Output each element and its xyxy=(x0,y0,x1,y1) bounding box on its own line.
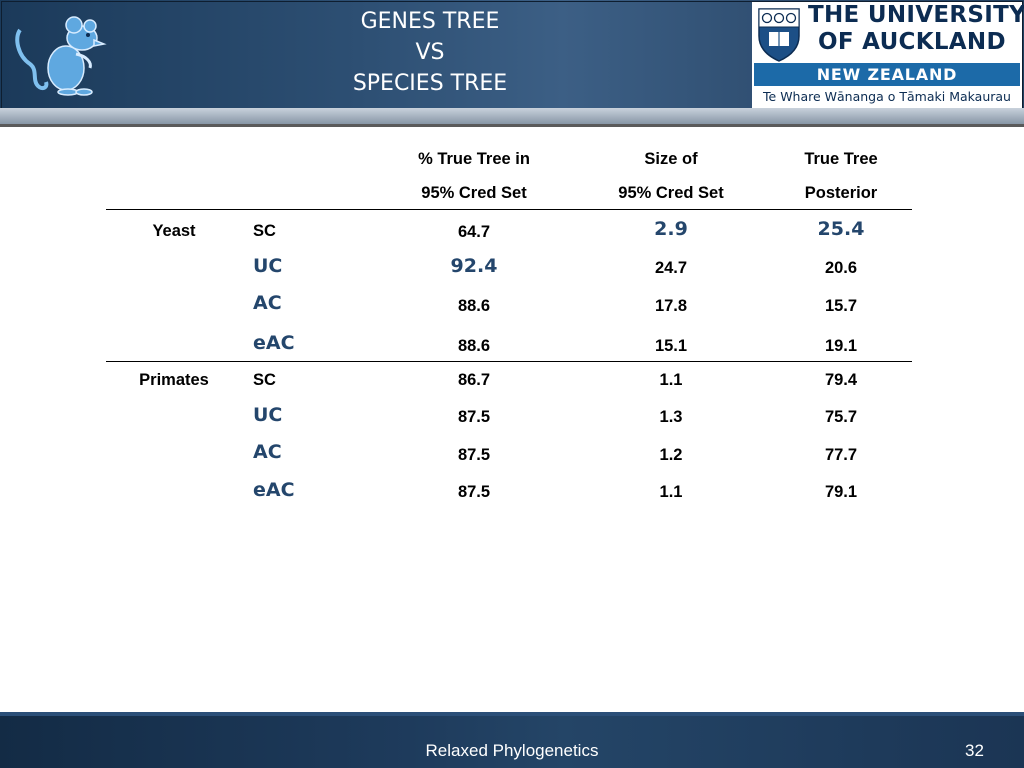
table-cell: 17.8 xyxy=(654,297,688,315)
logo-university-line2: OF AUCKLAND xyxy=(818,29,1006,55)
table-cell: 88.6 xyxy=(457,337,491,355)
table-cell: 15.1 xyxy=(654,337,688,355)
method-label: eAC xyxy=(253,479,295,501)
logo-university-line1: THE UNIVERSITY xyxy=(808,2,1024,28)
column-header-size-line2: 95% Cred Set xyxy=(618,184,724,202)
column-header-true-tree-line1: % True Tree in xyxy=(418,150,530,168)
table-cell: 87.5 xyxy=(457,446,491,464)
table-cell: 77.7 xyxy=(824,446,858,464)
title-line-1: GENES TREE xyxy=(360,9,500,34)
method-label: SC xyxy=(253,222,276,240)
logo-maori-name: Te Whare Wānanga o Tāmaki Makaurau xyxy=(763,89,1011,104)
table-cell: 86.7 xyxy=(457,371,491,389)
table-cell: 79.1 xyxy=(824,483,858,501)
table-cell: 15.7 xyxy=(824,297,858,315)
method-label: UC xyxy=(253,404,283,426)
slide-footer: Relaxed Phylogenetics 32 xyxy=(0,712,1024,768)
method-label: AC xyxy=(253,292,282,314)
slide-title: GENES TREE VS SPECIES TREE xyxy=(300,6,560,99)
column-header-true-tree-line2: 95% Cred Set xyxy=(421,184,527,202)
table-cell: 1.2 xyxy=(659,446,683,464)
column-header-size-line1: Size of xyxy=(644,150,698,168)
mouse-mascot-icon xyxy=(15,16,107,96)
table-cell-highlight: 25.4 xyxy=(817,218,865,240)
header-rule xyxy=(106,209,912,210)
table-cell: 1.1 xyxy=(659,483,683,501)
footer-title: Relaxed Phylogenetics xyxy=(425,741,599,760)
table-cell: 24.7 xyxy=(654,259,688,277)
group-label-yeast: Yeast xyxy=(152,222,196,240)
logo-country-band: NEW ZEALAND xyxy=(754,63,1020,86)
method-label: SC xyxy=(253,371,276,389)
table-cell: 1.3 xyxy=(659,408,683,426)
table-cell: 87.5 xyxy=(457,483,491,501)
method-label: AC xyxy=(253,441,282,463)
page-number: 32 xyxy=(965,741,984,760)
table-cell: 87.5 xyxy=(457,408,491,426)
column-header-posterior-line1: True Tree xyxy=(804,150,878,168)
group-label-primates: Primates xyxy=(139,371,209,389)
column-header-posterior-line2: Posterior xyxy=(804,184,878,202)
table-cell: 75.7 xyxy=(824,408,858,426)
table-cell: 88.6 xyxy=(457,297,491,315)
table-cell: 1.1 xyxy=(659,371,683,389)
header-strip xyxy=(0,108,1024,124)
university-crest-icon xyxy=(758,8,800,62)
table-cell: 19.1 xyxy=(824,337,858,355)
table-cell: 64.7 xyxy=(457,223,491,241)
method-label: UC xyxy=(253,255,283,277)
method-label: eAC xyxy=(253,332,295,354)
title-line-3: SPECIES TREE xyxy=(352,71,508,96)
table-cell-highlight: 92.4 xyxy=(450,255,498,277)
slide-header: GENES TREE VS SPECIES TREE THE UNIVERSIT… xyxy=(0,0,1024,127)
university-logo: THE UNIVERSITY OF AUCKLAND NEW ZEALAND T… xyxy=(752,2,1024,108)
title-line-2: VS xyxy=(415,40,445,65)
table-cell-highlight: 2.9 xyxy=(654,218,688,240)
table-cell: 79.4 xyxy=(824,371,858,389)
table-cell: 20.6 xyxy=(824,259,858,277)
group-rule xyxy=(106,361,912,362)
